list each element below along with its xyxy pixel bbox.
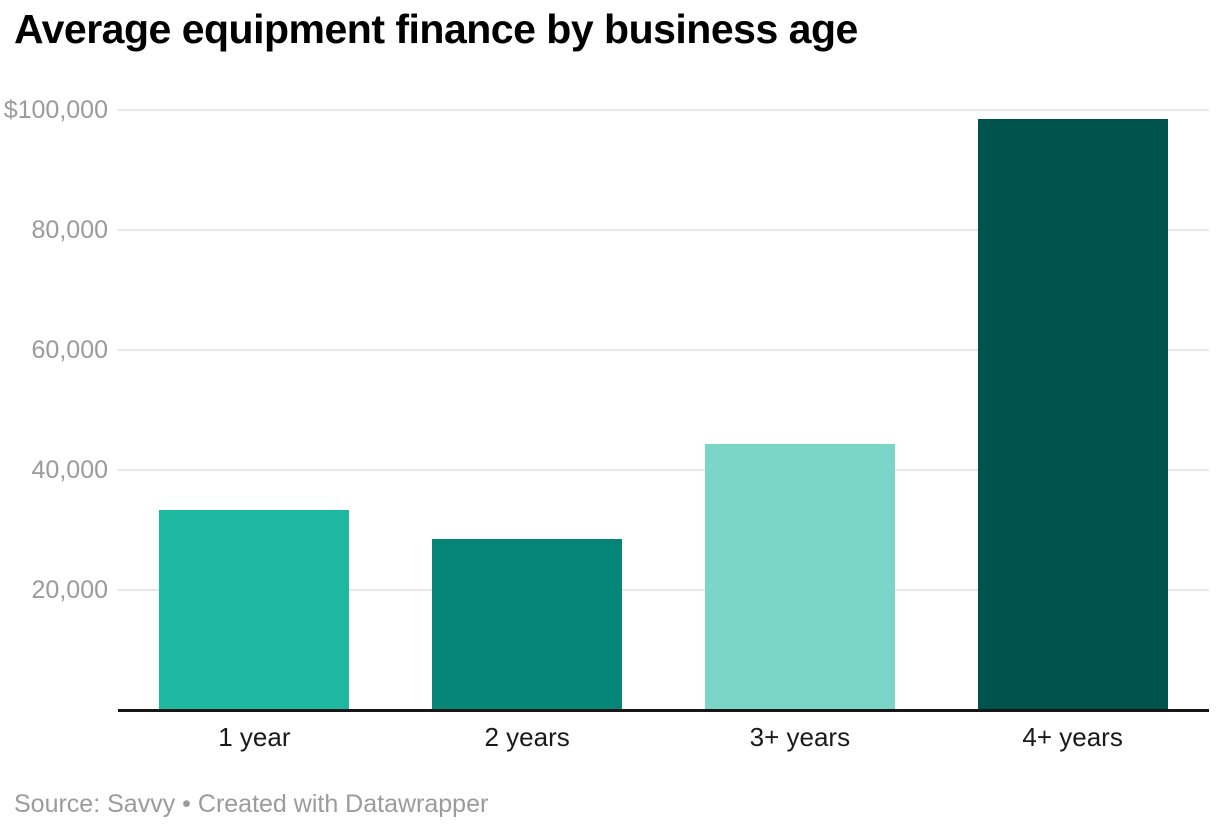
bar-2-years[interactable] xyxy=(432,539,623,710)
source-link[interactable]: Savvy xyxy=(107,790,176,818)
chart-title: Average equipment finance by business ag… xyxy=(14,6,858,52)
chart-footer: Source: Savvy • Created with Datawrapper xyxy=(14,790,488,819)
y-axis-tick-label-100000: $100,000 xyxy=(3,96,108,124)
x-axis-label-1-year: 1 year xyxy=(218,722,291,752)
y-axis-tick-label-40000: 40,000 xyxy=(31,456,108,484)
y-axis-tick-label-80000: 80,000 xyxy=(31,216,108,244)
bar-3-years[interactable] xyxy=(704,444,895,710)
datawrapper-attribution-link[interactable]: Created with Datawrapper xyxy=(197,790,489,818)
x-axis-label-2-years: 2 years xyxy=(484,722,570,752)
gridline-100000 xyxy=(118,109,1209,111)
gridline-20000 xyxy=(118,589,1209,591)
footer-separator: • xyxy=(182,790,191,818)
y-axis-tick-label-60000: 60,000 xyxy=(31,336,108,364)
bar-4-years[interactable] xyxy=(977,119,1168,710)
gridline-80000 xyxy=(118,229,1209,231)
x-axis-label-3-years: 3+ years xyxy=(749,722,851,752)
gridline-40000 xyxy=(118,469,1209,471)
y-axis-tick-label-20000: 20,000 xyxy=(31,576,108,604)
gridline-60000 xyxy=(118,349,1209,351)
x-axis-label-4-years: 4+ years xyxy=(1022,722,1123,752)
x-axis-line xyxy=(118,709,1209,712)
bar-1-year[interactable] xyxy=(159,510,350,710)
source-prefix-label: Source: xyxy=(14,790,101,818)
